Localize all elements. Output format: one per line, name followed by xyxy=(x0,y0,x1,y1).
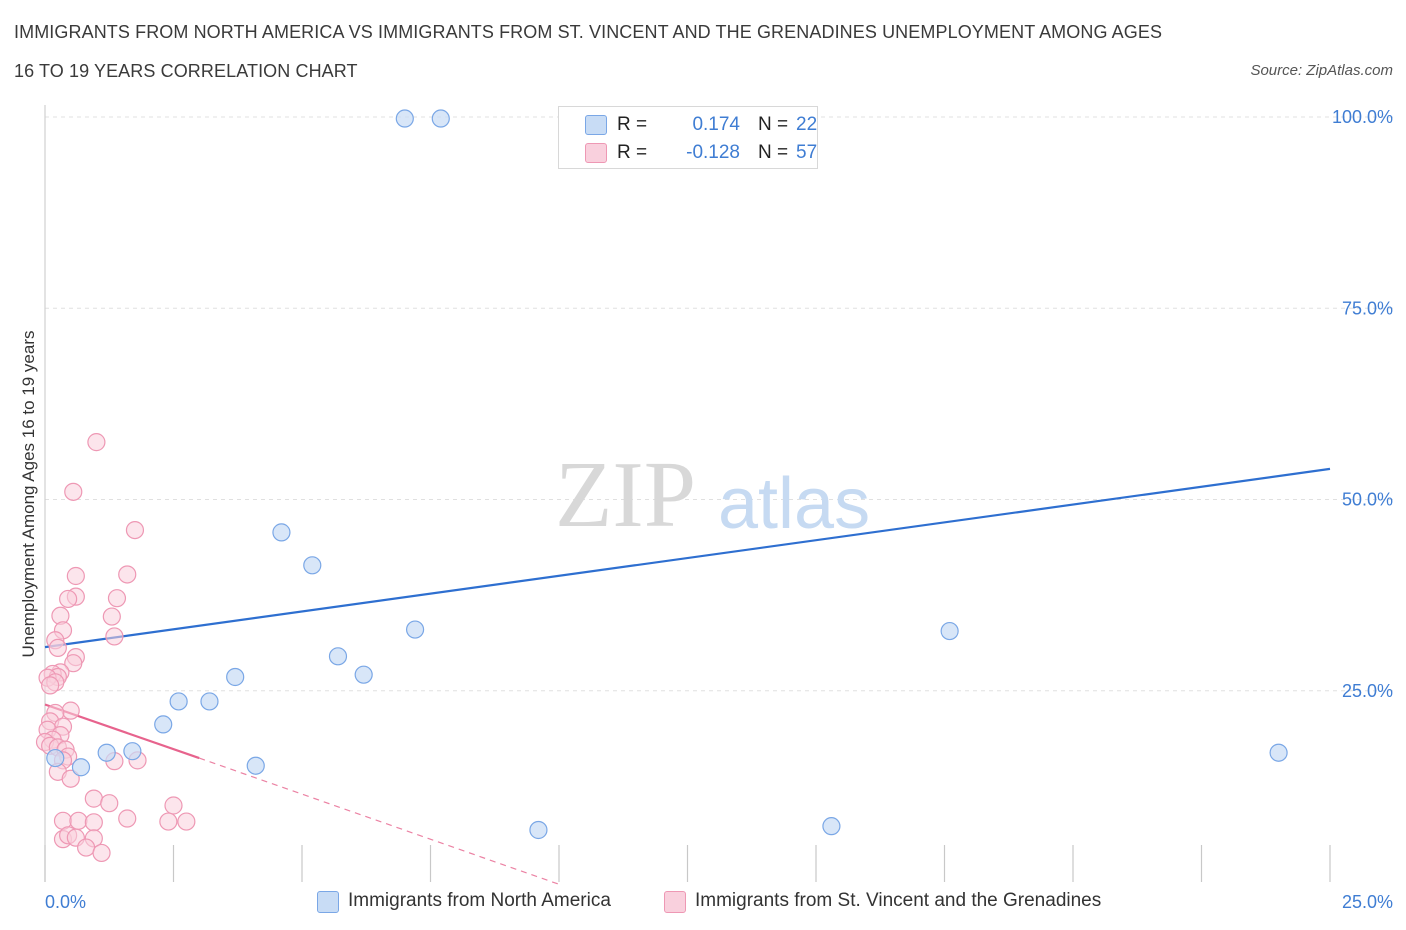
data-point-pink xyxy=(87,433,106,452)
legend-r-value-blue: 0.174 xyxy=(692,114,740,135)
data-point-pink xyxy=(77,838,96,857)
data-point-blue xyxy=(246,756,265,775)
data-point-blue xyxy=(169,692,188,711)
data-point-blue xyxy=(940,621,959,641)
data-point-blue xyxy=(328,647,348,666)
data-point-pink xyxy=(64,654,83,673)
y-tick-label: 75.0% xyxy=(1342,298,1393,318)
data-point-pink xyxy=(118,565,137,584)
chart-title-line-2: 16 TO 19 YEARS CORRELATION CHART xyxy=(14,61,358,81)
data-point-pink xyxy=(100,794,119,813)
trend-line-pink-extension xyxy=(199,757,560,885)
series-legend-label-pink: Immigrants from St. Vincent and the Gren… xyxy=(695,890,1102,911)
source-credit: Source: ZipAtlas.com xyxy=(1250,62,1393,79)
data-point-blue xyxy=(272,523,291,542)
data-points xyxy=(35,109,1288,863)
legend-swatch-blue xyxy=(585,115,607,135)
trend-line-blue xyxy=(44,467,1331,649)
data-point-blue xyxy=(395,109,414,128)
data-point-pink xyxy=(61,701,80,720)
data-point-pink xyxy=(118,809,137,828)
watermark-zip: ZIP xyxy=(555,443,696,547)
data-point-pink xyxy=(164,796,183,815)
watermark-atlas: atlas xyxy=(718,464,870,544)
data-point-pink xyxy=(61,769,80,788)
data-point-pink xyxy=(84,813,103,832)
legend-n-label-blue: N = xyxy=(758,114,789,135)
data-point-pink xyxy=(159,812,178,831)
data-point-pink xyxy=(66,566,85,586)
watermark: ZIP atlas xyxy=(555,443,870,547)
x-tick-label: 0.0% xyxy=(45,892,86,912)
data-point-blue xyxy=(226,667,245,687)
data-point-blue xyxy=(405,620,425,639)
data-point-pink xyxy=(59,589,78,609)
legend-n-value-pink: 57 xyxy=(796,142,818,163)
y-axis-label: Unemployment Among Ages 16 to 19 years xyxy=(19,331,38,658)
data-point-pink xyxy=(177,812,196,831)
series-legend-swatch-pink xyxy=(664,891,686,913)
data-point-pink xyxy=(105,627,124,646)
y-tick-label: 50.0% xyxy=(1342,490,1393,510)
legend-n-label-pink: N = xyxy=(758,142,789,163)
legend-r-value-pink: -0.128 xyxy=(686,142,740,163)
data-point-blue xyxy=(200,692,219,711)
legend-swatch-pink xyxy=(585,143,607,163)
data-point-blue xyxy=(97,743,116,762)
series-legend-label-blue: Immigrants from North America xyxy=(348,890,611,911)
data-point-blue xyxy=(154,715,173,734)
data-point-pink xyxy=(92,843,111,863)
data-point-pink xyxy=(107,589,127,608)
correlation-legend: R = 0.174 N = 22 R = -0.128 N = 57 xyxy=(558,106,818,169)
tick-labels: 25.0% 50.0% 75.0% 100.0% 0.0% 25.0% xyxy=(45,107,1393,912)
y-tick-label: 100.0% xyxy=(1332,107,1393,127)
x-tick-label: 25.0% xyxy=(1342,892,1393,912)
data-point-blue xyxy=(529,820,548,840)
data-point-pink xyxy=(125,520,145,540)
data-point-pink xyxy=(64,482,83,501)
series-legend: Immigrants from North America Immigrants… xyxy=(0,889,1406,917)
data-point-blue xyxy=(431,109,450,128)
data-point-blue xyxy=(71,758,91,777)
data-point-blue xyxy=(46,748,65,768)
legend-r-label-pink: R = xyxy=(617,142,648,163)
data-point-pink xyxy=(84,789,103,808)
y-tick-label: 25.0% xyxy=(1342,681,1393,701)
data-point-blue xyxy=(123,742,142,761)
legend-n-value-blue: 22 xyxy=(796,114,818,135)
data-point-pink xyxy=(69,811,88,830)
data-point-blue xyxy=(303,556,322,575)
grid-lines xyxy=(45,116,1393,692)
data-point-blue xyxy=(354,665,373,684)
data-point-blue xyxy=(822,817,841,836)
chart-title-line-1: IMMIGRANTS FROM NORTH AMERICA VS IMMIGRA… xyxy=(14,22,1163,42)
data-point-pink xyxy=(41,676,60,695)
legend-r-label-blue: R = xyxy=(617,114,648,135)
data-point-pink xyxy=(102,607,121,626)
series-legend-swatch-blue xyxy=(317,891,339,913)
data-point-blue xyxy=(1269,743,1288,762)
data-point-pink xyxy=(48,638,67,658)
